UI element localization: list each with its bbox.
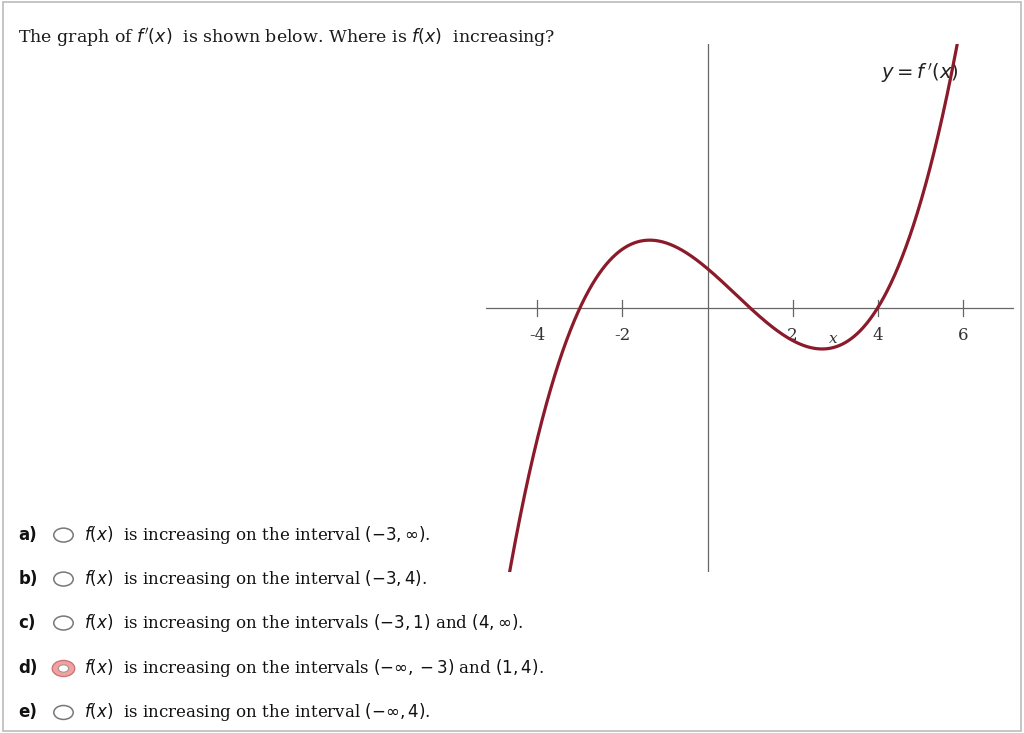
Text: d): d) [18,660,38,677]
Text: 6: 6 [957,328,968,345]
Text: a): a) [18,526,37,544]
Text: -2: -2 [614,328,631,345]
Text: $f(x)$  is increasing on the interval $(-3, \infty)$.: $f(x)$ is increasing on the interval $(-… [84,524,430,546]
Text: $f(x)$  is increasing on the interval $(-\infty, 4)$.: $f(x)$ is increasing on the interval $(-… [84,701,430,723]
Text: x: x [828,332,838,346]
Text: 4: 4 [872,328,883,345]
Text: $f(x)$  is increasing on the intervals $(-3, 1)$ and $(4, \infty)$.: $f(x)$ is increasing on the intervals $(… [84,612,523,634]
Text: 2: 2 [787,328,798,345]
Text: -4: -4 [529,328,546,345]
Text: e): e) [18,704,37,721]
Text: $f(x)$  is increasing on the intervals $(-\infty, -3)$ and $(1, 4)$.: $f(x)$ is increasing on the intervals $(… [84,658,544,679]
Text: b): b) [18,570,38,588]
Text: The graph of $f'(x)$  is shown below. Where is $f(x)$  increasing?: The graph of $f'(x)$ is shown below. Whe… [18,26,556,48]
Text: $f(x)$  is increasing on the interval $(-3, 4)$.: $f(x)$ is increasing on the interval $(-… [84,568,427,590]
Text: c): c) [18,614,36,632]
Text: $y = f\,'(x)$: $y = f\,'(x)$ [882,62,959,85]
